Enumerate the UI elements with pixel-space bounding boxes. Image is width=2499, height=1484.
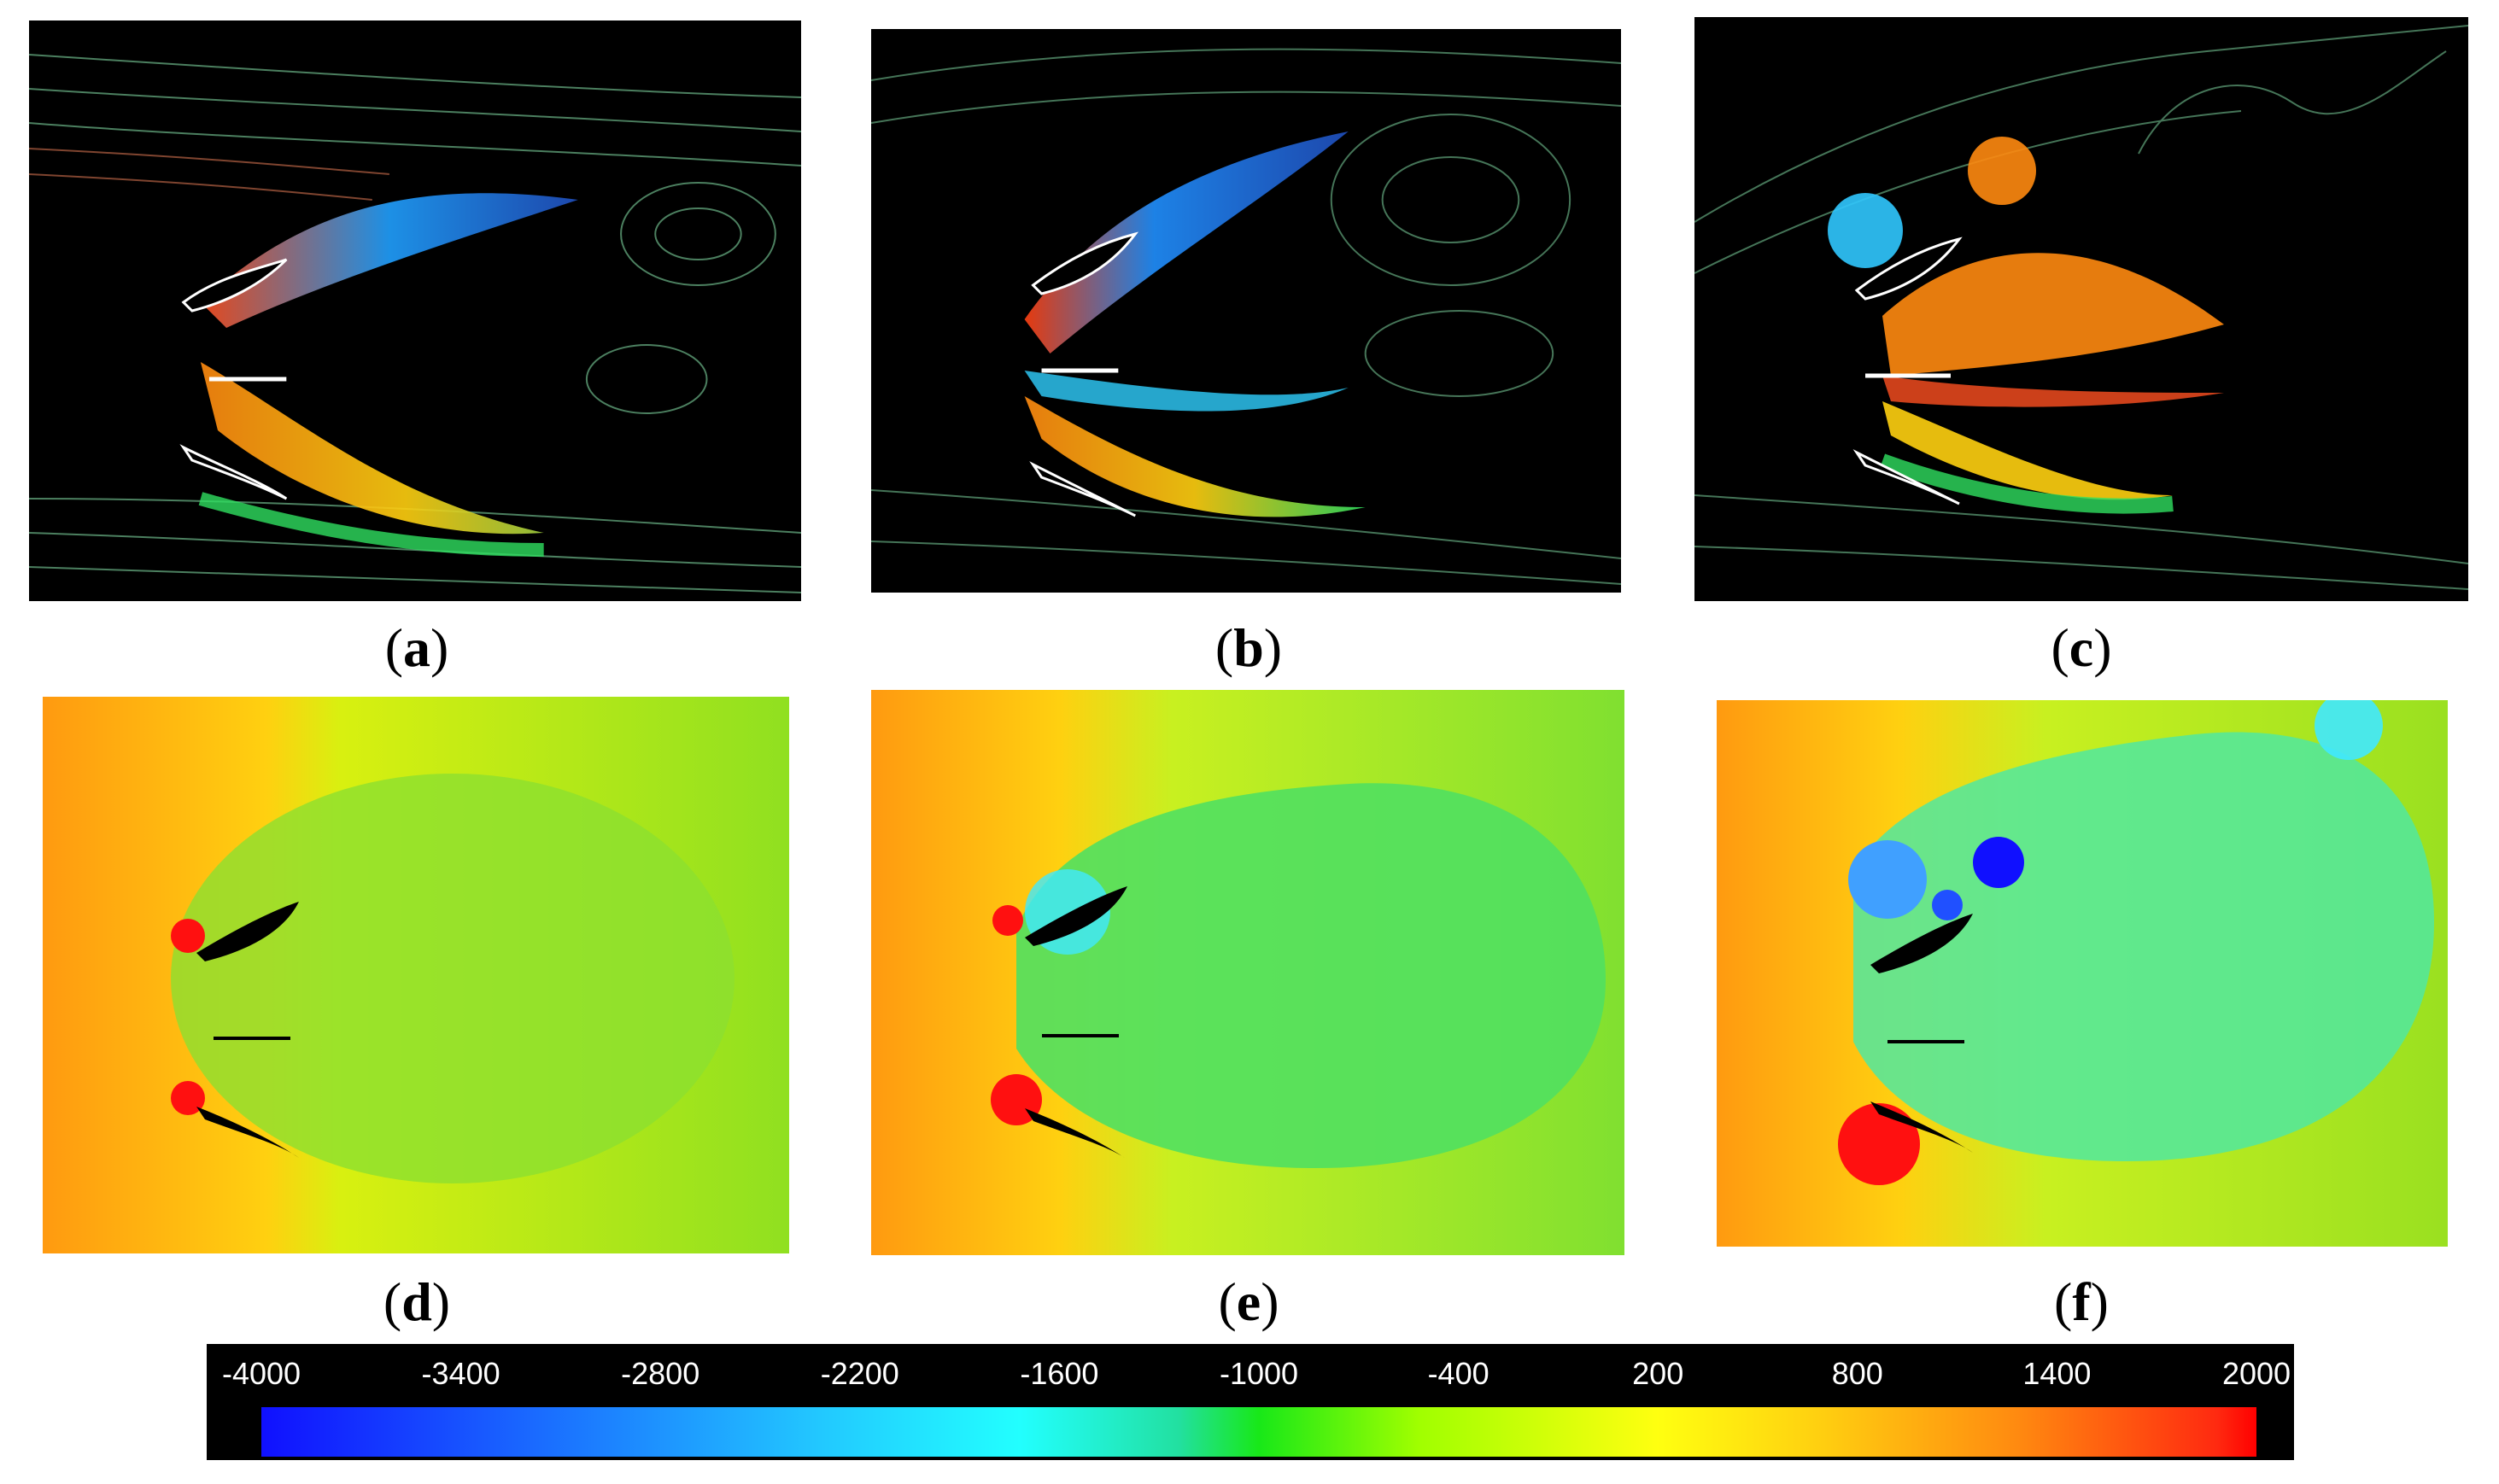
colorbar-tick-label: -2200 (820, 1356, 899, 1391)
colorbar-tick-label: 2000 (2221, 1356, 2291, 1391)
caption-a: (a) (384, 617, 449, 678)
caption-e: (e) (1218, 1271, 1279, 1332)
colorbar-tick-label: 200 (1632, 1356, 1684, 1391)
colorbar-gradient (261, 1407, 2256, 1457)
colorbar-tick-label: -3400 (421, 1356, 500, 1391)
colorbar-tick-label: -2800 (621, 1356, 700, 1391)
caption-b: (b) (1214, 617, 1283, 678)
colorbar: -4000 -3400 -2800 -2200 -1600 -1000 -400 200 800… (207, 1344, 2294, 1460)
pressure-contour-panel-f (1717, 700, 2448, 1247)
streamline-panel-b (871, 29, 1621, 593)
colorbar-tick-label: -400 (1427, 1356, 1489, 1391)
colorbar-tick-label: -1000 (1219, 1356, 1299, 1391)
caption-c: (c) (2051, 617, 2112, 678)
colorbar-tick-label: -4000 (221, 1356, 301, 1391)
streamline-panel-c (1694, 17, 2468, 601)
colorbar-tick-label: 800 (1831, 1356, 1883, 1391)
pressure-contour-panel-e (871, 690, 1624, 1255)
caption-d: (d) (383, 1271, 451, 1332)
colorbar-tick-label: 1400 (2022, 1356, 2092, 1391)
caption-f: (f) (2054, 1271, 2109, 1332)
pressure-contour-panel-d (43, 697, 789, 1253)
streamline-panel-a (29, 20, 801, 601)
colorbar-tick-label: -1600 (1020, 1356, 1099, 1391)
